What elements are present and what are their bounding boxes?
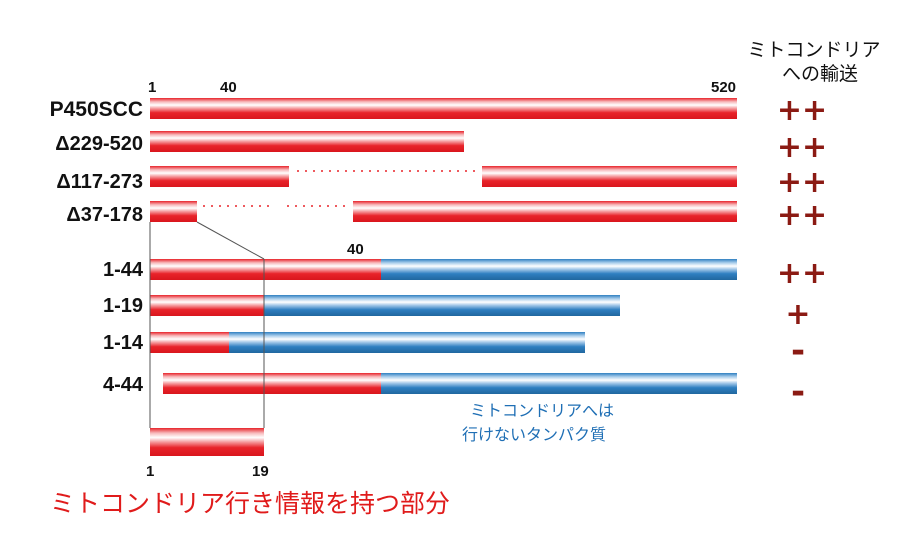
bar-1-19-red xyxy=(150,295,265,316)
construct-label-d229-520: Δ229-520 xyxy=(55,133,143,155)
construct-label-d37-178: Δ37-178 xyxy=(66,204,143,226)
result-p450scc: ++ xyxy=(777,93,827,128)
result-1-14: - xyxy=(791,331,805,371)
construct-label-1-14: 1-14 xyxy=(103,332,144,354)
bar-4-44-blue xyxy=(381,373,737,394)
bar-1-14-blue xyxy=(229,332,585,353)
zoom-guide-diagonal xyxy=(196,221,265,260)
bar-1-44-red xyxy=(150,259,382,280)
bar-1-19-blue xyxy=(264,295,620,316)
result-d229-520: ++ xyxy=(777,130,827,165)
result-d37-178: ++ xyxy=(777,198,827,233)
zoom-end: 19 xyxy=(252,463,269,480)
bar-1-44-blue xyxy=(381,259,737,280)
result-header-line1: ミトコンドリア xyxy=(747,39,880,61)
caption: ミトコンドリア行き情報を持つ部分 xyxy=(50,489,450,518)
bar-4-44-red xyxy=(163,373,382,394)
zoom-start: 1 xyxy=(146,463,154,480)
result-d117-273: ++ xyxy=(777,165,827,200)
scale-end: 520 xyxy=(711,79,736,96)
bar-p450scc xyxy=(150,98,737,119)
marker-40: 40 xyxy=(347,241,364,258)
bar-d117-273-left xyxy=(150,166,289,187)
scale-mid: 40 xyxy=(220,79,237,96)
bar-d117-273-right xyxy=(482,166,737,187)
construct-label-p450scc: P450SCC xyxy=(50,98,143,121)
bar-d37-178-left xyxy=(150,201,197,222)
blue-note-line1: ミトコンドリアへは xyxy=(470,401,614,420)
construct-label-1-19: 1-19 xyxy=(103,295,143,317)
bar-1-14-red xyxy=(150,332,230,353)
blue-note-line2: 行けないタンパク質 xyxy=(462,425,606,444)
construct-label-1-44: 1-44 xyxy=(103,259,144,281)
result-header-line2: への輸送 xyxy=(782,63,858,85)
construct-label-d117-273: Δ117-273 xyxy=(56,171,143,193)
zoom-signal-bar xyxy=(150,428,264,456)
result-4-44: - xyxy=(791,372,805,412)
construct-label-4-44: 4-44 xyxy=(103,374,144,396)
bar-d37-178-right xyxy=(353,201,737,222)
result-1-44: ++ xyxy=(777,256,827,291)
result-1-19: + xyxy=(785,297,810,332)
bar-d229-520 xyxy=(150,131,464,152)
scale-start: 1 xyxy=(148,79,156,96)
